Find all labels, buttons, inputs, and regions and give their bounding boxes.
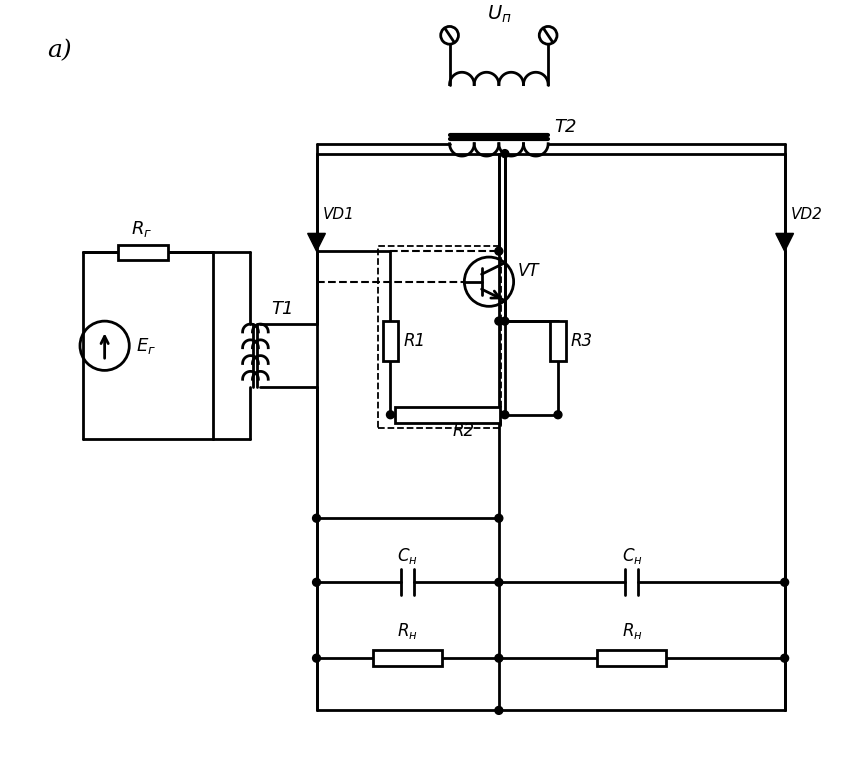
Circle shape (554, 411, 562, 419)
Text: R1: R1 (403, 332, 426, 350)
Circle shape (501, 317, 509, 325)
Circle shape (495, 654, 503, 662)
Circle shape (387, 411, 394, 419)
Text: R3: R3 (571, 332, 593, 350)
Polygon shape (308, 234, 325, 251)
Circle shape (495, 706, 503, 715)
Text: T2: T2 (554, 118, 577, 136)
Text: $C_н$: $C_н$ (397, 545, 418, 565)
Bar (378, 246, 501, 427)
Circle shape (501, 149, 509, 158)
Text: $R_н$: $R_н$ (397, 621, 418, 641)
Text: а): а) (47, 39, 72, 62)
Text: VD1: VD1 (322, 207, 354, 221)
Text: R2: R2 (452, 422, 474, 440)
Text: $R_н$: $R_н$ (621, 621, 643, 641)
Circle shape (495, 317, 503, 325)
Text: VT: VT (517, 262, 539, 280)
Text: $C_н$: $C_н$ (621, 545, 643, 565)
Text: VD2: VD2 (791, 207, 822, 221)
Bar (550, 321, 566, 361)
Circle shape (313, 514, 320, 522)
Circle shape (313, 578, 320, 586)
Circle shape (495, 578, 503, 586)
Circle shape (501, 411, 509, 419)
Bar (597, 650, 666, 666)
Circle shape (313, 654, 320, 662)
Polygon shape (775, 234, 794, 251)
Bar (383, 321, 399, 361)
Text: T1: T1 (271, 300, 294, 318)
Bar (119, 245, 167, 260)
Circle shape (495, 247, 503, 255)
Text: $E_г$: $E_г$ (136, 336, 156, 355)
Text: $U_п$: $U_п$ (487, 4, 511, 25)
Circle shape (495, 514, 503, 522)
Bar (395, 407, 500, 423)
Circle shape (780, 654, 789, 662)
Circle shape (780, 578, 789, 586)
Text: $R_г$: $R_г$ (130, 219, 151, 240)
Bar (373, 650, 442, 666)
